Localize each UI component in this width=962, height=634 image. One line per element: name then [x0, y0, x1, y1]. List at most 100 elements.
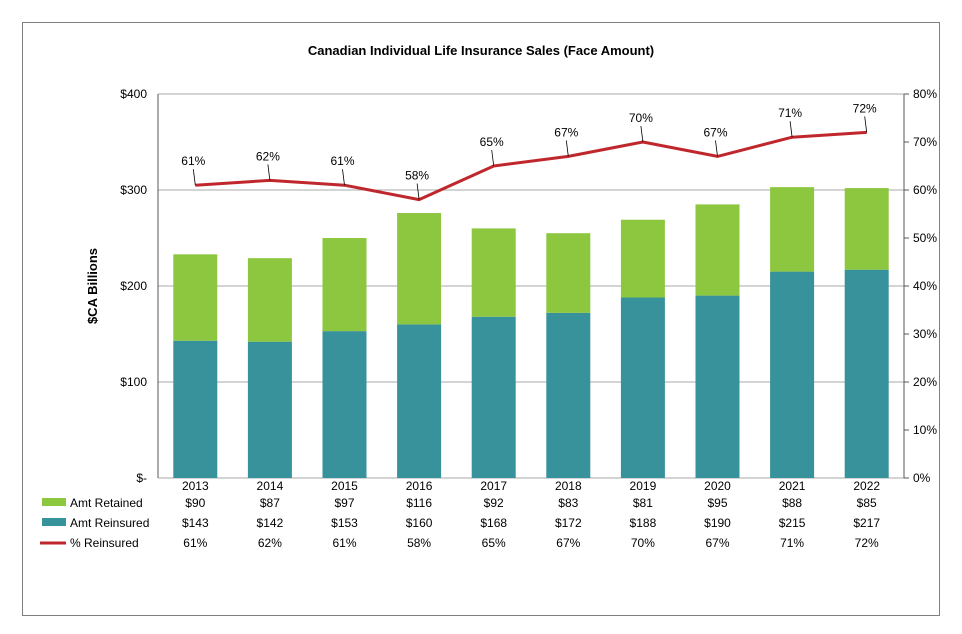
table-cell-pct: 70% [631, 536, 655, 550]
chart-title: Canadian Individual Life Insurance Sales… [307, 43, 655, 58]
y-tick-label: $100 [120, 375, 147, 389]
table-cell-reinsured: $172 [555, 516, 582, 530]
table-cell-reinsured: $188 [630, 516, 657, 530]
bar-amt-retained [247, 258, 292, 342]
y-tick-label: $400 [120, 87, 147, 101]
y-tick-label: $- [136, 471, 147, 485]
table-cell-pct: 72% [855, 536, 879, 550]
y-axis-title: $CA Billions [85, 248, 100, 324]
table-cell-reinsured: $143 [182, 516, 209, 530]
x-tick-label: 2020 [704, 479, 731, 493]
data-label-leader [342, 169, 345, 186]
bar-amt-reinsured [247, 341, 292, 478]
table-cell-retained: $81 [633, 496, 653, 510]
y2-tick-label: 70% [913, 135, 937, 149]
table-cell-pct: 65% [482, 536, 506, 550]
table-cell-retained: $95 [707, 496, 727, 510]
table-cell-pct: 62% [258, 536, 282, 550]
legend-label-reinsured: Amt Reinsured [70, 516, 149, 530]
table-cell-retained: $116 [406, 496, 432, 510]
data-label-leader [864, 116, 868, 133]
x-tick-label: 2019 [630, 479, 657, 493]
bar-amt-reinsured [695, 295, 740, 478]
y2-tick-label: 10% [913, 423, 937, 437]
bar-amt-retained [397, 213, 442, 325]
legend-key-reinsured [42, 518, 66, 526]
table-cell-pct: 67% [705, 536, 729, 550]
table-cell-reinsured: $160 [406, 516, 433, 530]
table-cell-reinsured: $190 [704, 516, 731, 530]
legend-label-pct: % Reinsured [70, 536, 139, 550]
table-cell-reinsured: $168 [480, 516, 507, 530]
data-label-pct: 61% [181, 154, 205, 168]
data-label-leader [267, 164, 271, 181]
y2-tick-label: 50% [913, 231, 937, 245]
table-cell-pct: 71% [780, 536, 804, 550]
x-tick-label: 2015 [331, 479, 358, 493]
data-label-pct: 67% [703, 125, 727, 139]
bar-amt-reinsured [770, 271, 815, 478]
data-label-leader [416, 183, 420, 200]
x-tick-label: 2018 [555, 479, 582, 493]
table-cell-pct: 61% [332, 536, 356, 550]
data-label-pct: 58% [405, 169, 429, 183]
bar-amt-retained [546, 233, 591, 313]
table-cell-reinsured: $215 [779, 516, 806, 530]
bar-amt-reinsured [471, 316, 516, 478]
bar-amt-retained [471, 228, 516, 317]
data-label-leader [715, 140, 718, 157]
table-cell-reinsured: $217 [853, 516, 880, 530]
data-label-leader [565, 140, 569, 157]
y2-tick-label: 40% [913, 279, 937, 293]
table-cell-reinsured: $153 [331, 516, 358, 530]
data-label-leader [192, 169, 196, 186]
x-tick-label: 2021 [779, 479, 806, 493]
bar-amt-reinsured [173, 340, 218, 478]
bar-amt-reinsured [397, 324, 442, 478]
data-label-pct: 72% [853, 101, 877, 115]
table-cell-pct: 58% [407, 536, 431, 550]
bar-amt-retained [770, 187, 815, 272]
y-tick-label: $200 [120, 279, 147, 293]
y2-tick-label: 20% [913, 375, 937, 389]
x-tick-label: 2022 [853, 479, 880, 493]
y2-tick-label: 60% [913, 183, 937, 197]
table-cell-retained: $90 [185, 496, 205, 510]
y2-tick-label: 80% [913, 87, 937, 101]
x-tick-label: 2013 [182, 479, 209, 493]
table-cell-retained: $85 [857, 496, 877, 510]
y2-tick-label: 30% [913, 327, 937, 341]
data-label-leader [640, 125, 644, 143]
bar-amt-retained [695, 204, 740, 296]
table-cell-retained: $97 [334, 496, 354, 510]
data-label-leader [491, 149, 495, 167]
table-cell-retained: $87 [260, 496, 280, 510]
x-tick-label: 2016 [406, 479, 433, 493]
bar-amt-retained [322, 238, 367, 332]
bar-amt-reinsured [844, 269, 889, 478]
x-tick-label: 2014 [257, 479, 284, 493]
data-label-pct: 71% [778, 106, 802, 120]
x-tick-label: 2017 [480, 479, 507, 493]
bar-amt-reinsured [620, 297, 665, 478]
table-cell-retained: $88 [782, 496, 802, 510]
data-label-pct: 67% [554, 125, 578, 139]
bar-amt-retained [173, 254, 218, 341]
data-label-pct: 70% [629, 111, 653, 125]
legend-key-retained [42, 498, 66, 506]
table-cell-pct: 67% [556, 536, 580, 550]
bar-amt-reinsured [322, 331, 367, 478]
line-pct-reinsured [195, 130, 867, 202]
y-tick-label: $300 [120, 183, 147, 197]
data-label-pct: 65% [480, 135, 504, 149]
legend-label-retained: Amt Retained [70, 496, 143, 510]
table-cell-reinsured: $142 [257, 516, 284, 530]
bar-amt-retained [620, 219, 665, 298]
table-cell-retained: $83 [558, 496, 578, 510]
bar-amt-reinsured [546, 312, 591, 478]
y2-tick-label: 0% [913, 471, 931, 485]
table-cell-pct: 61% [183, 536, 207, 550]
bar-amt-retained [844, 188, 889, 270]
data-label-pct: 61% [330, 154, 354, 168]
